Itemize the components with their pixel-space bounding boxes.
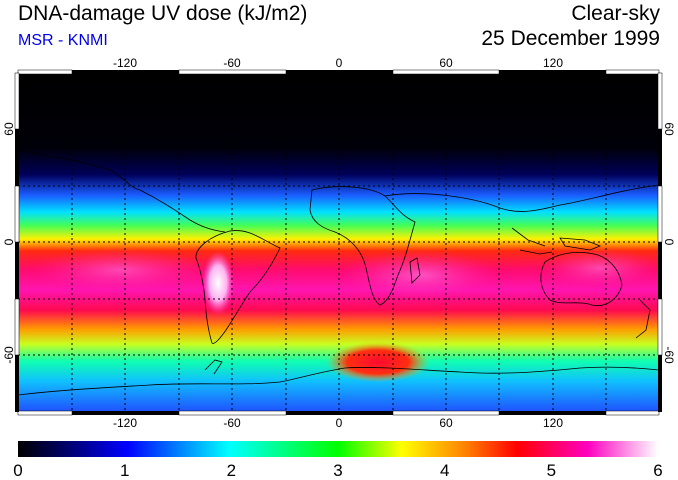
bottom-border-scale [17,410,660,416]
lat-label-right: 0 [662,239,676,246]
top-border-scale [17,69,660,75]
colorbar-label: 1 [120,461,129,480]
central-america-coast [139,189,226,233]
lat-label-left: -60 [2,346,16,364]
sky-condition-label: Clear-sky [571,2,660,25]
south-america-coast [195,230,281,344]
lon-label-bottom: 60 [439,416,453,430]
colorbar-label: 2 [227,461,236,480]
antarctica-coast [18,366,659,396]
colorbar-label: 4 [440,461,449,480]
eurasia-coast [384,184,659,212]
lon-label-bottom: -60 [223,416,241,430]
coastlines [18,149,659,396]
map-title: DNA-damage UV dose (kJ/m2) [18,2,308,25]
colorbar-label: 5 [547,461,556,480]
lat-label-right: 60 [662,122,676,136]
indonesia-coast [511,227,553,255]
lon-label-top: 60 [439,56,453,70]
lon-label-bottom: 0 [336,416,343,430]
colorbar-label: 6 [653,461,662,480]
date-label: 25 December 1999 [481,27,660,50]
colorbar-label: 0 [13,461,22,480]
lon-label-top: 120 [543,56,563,70]
lon-label-bottom: 120 [543,416,563,430]
australia-coast [540,251,623,307]
left-border-scale [14,72,20,412]
lon-label-bottom: -120 [113,416,137,430]
new-guinea-coast [559,237,602,251]
north-america-coast [18,149,141,191]
new-zealand-coast [635,299,651,339]
lon-label-top: 0 [336,56,343,70]
lat-label-left: 60 [2,122,16,136]
lat-label-right: -60 [662,346,676,364]
lat-label-left: 0 [2,238,16,245]
colorbar [18,441,658,457]
antarctic-peninsula-coast [204,359,223,375]
madagascar-coast [409,257,421,284]
colorbar-label: 3 [333,461,342,480]
lon-label-top: -120 [113,56,137,70]
right-border-scale [657,72,663,412]
graticule [18,73,659,412]
source-label: MSR - KNMI [18,32,108,49]
lon-label-top: -60 [223,56,241,70]
